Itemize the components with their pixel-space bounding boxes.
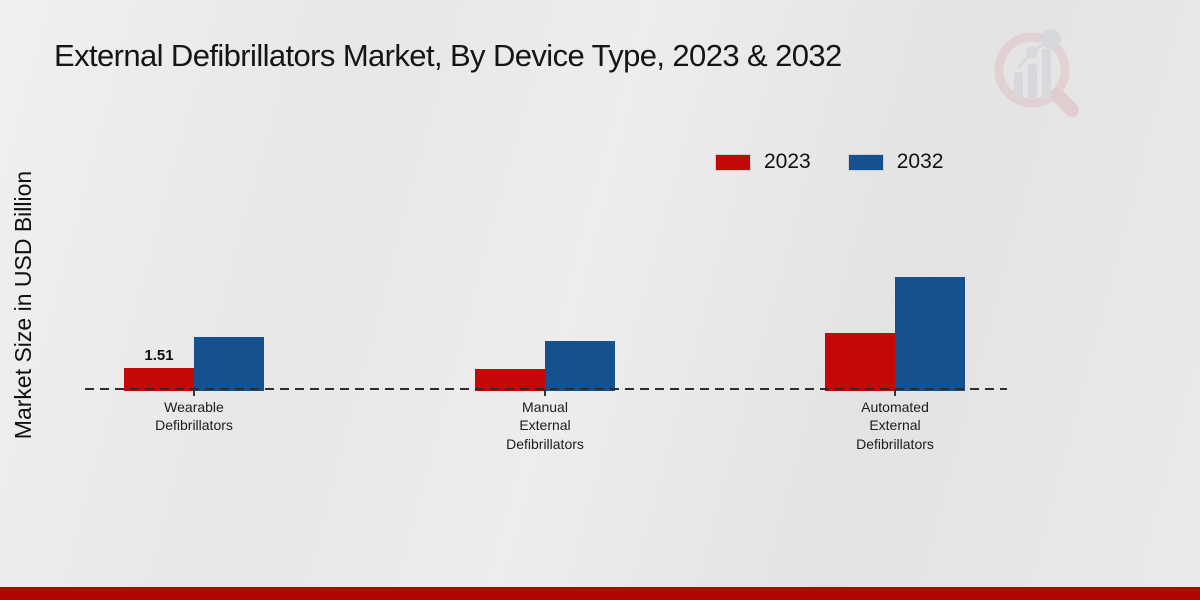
category-label-manual-external-defibrillators: Manual External Defibrillators [506, 399, 584, 452]
bar-2023-automated-external-defibrillators [825, 333, 895, 391]
legend: 2023 2032 [716, 150, 943, 174]
legend-item-2023: 2023 [716, 150, 811, 174]
legend-item-2032: 2032 [848, 150, 944, 174]
baseline-dashed-line [85, 388, 1007, 390]
category-label-automated-external-defibrillators: Automated External Defibrillators [856, 399, 934, 452]
bar-2032-manual-external-defibrillators [545, 341, 615, 391]
bar-2023-wearable-defibrillators [124, 368, 194, 391]
market-research-future-logo [994, 29, 1079, 117]
bar-2023-manual-external-defibrillators [475, 369, 545, 391]
x-axis-tick [193, 389, 195, 396]
magnifier-chart-icon [994, 29, 1079, 117]
legend-label-2032: 2032 [896, 150, 944, 173]
legend-label-2023: 2023 [764, 150, 811, 173]
x-axis-tick [544, 389, 546, 396]
bar-2032-wearable-defibrillators [194, 337, 264, 391]
bar-value-2023-wearable-defibrillators: 1.51 [144, 347, 174, 364]
x-axis-tick [894, 389, 896, 396]
chart-title: External Defibrillators Market, By Devic… [54, 38, 842, 73]
legend-swatch-2023 [716, 154, 750, 170]
category-label-wearable-defibrillators: Wearable Defibrillators [155, 399, 233, 434]
footer-red-bar [0, 587, 1200, 600]
bar-2032-automated-external-defibrillators [895, 277, 965, 391]
legend-swatch-2032 [848, 154, 883, 170]
